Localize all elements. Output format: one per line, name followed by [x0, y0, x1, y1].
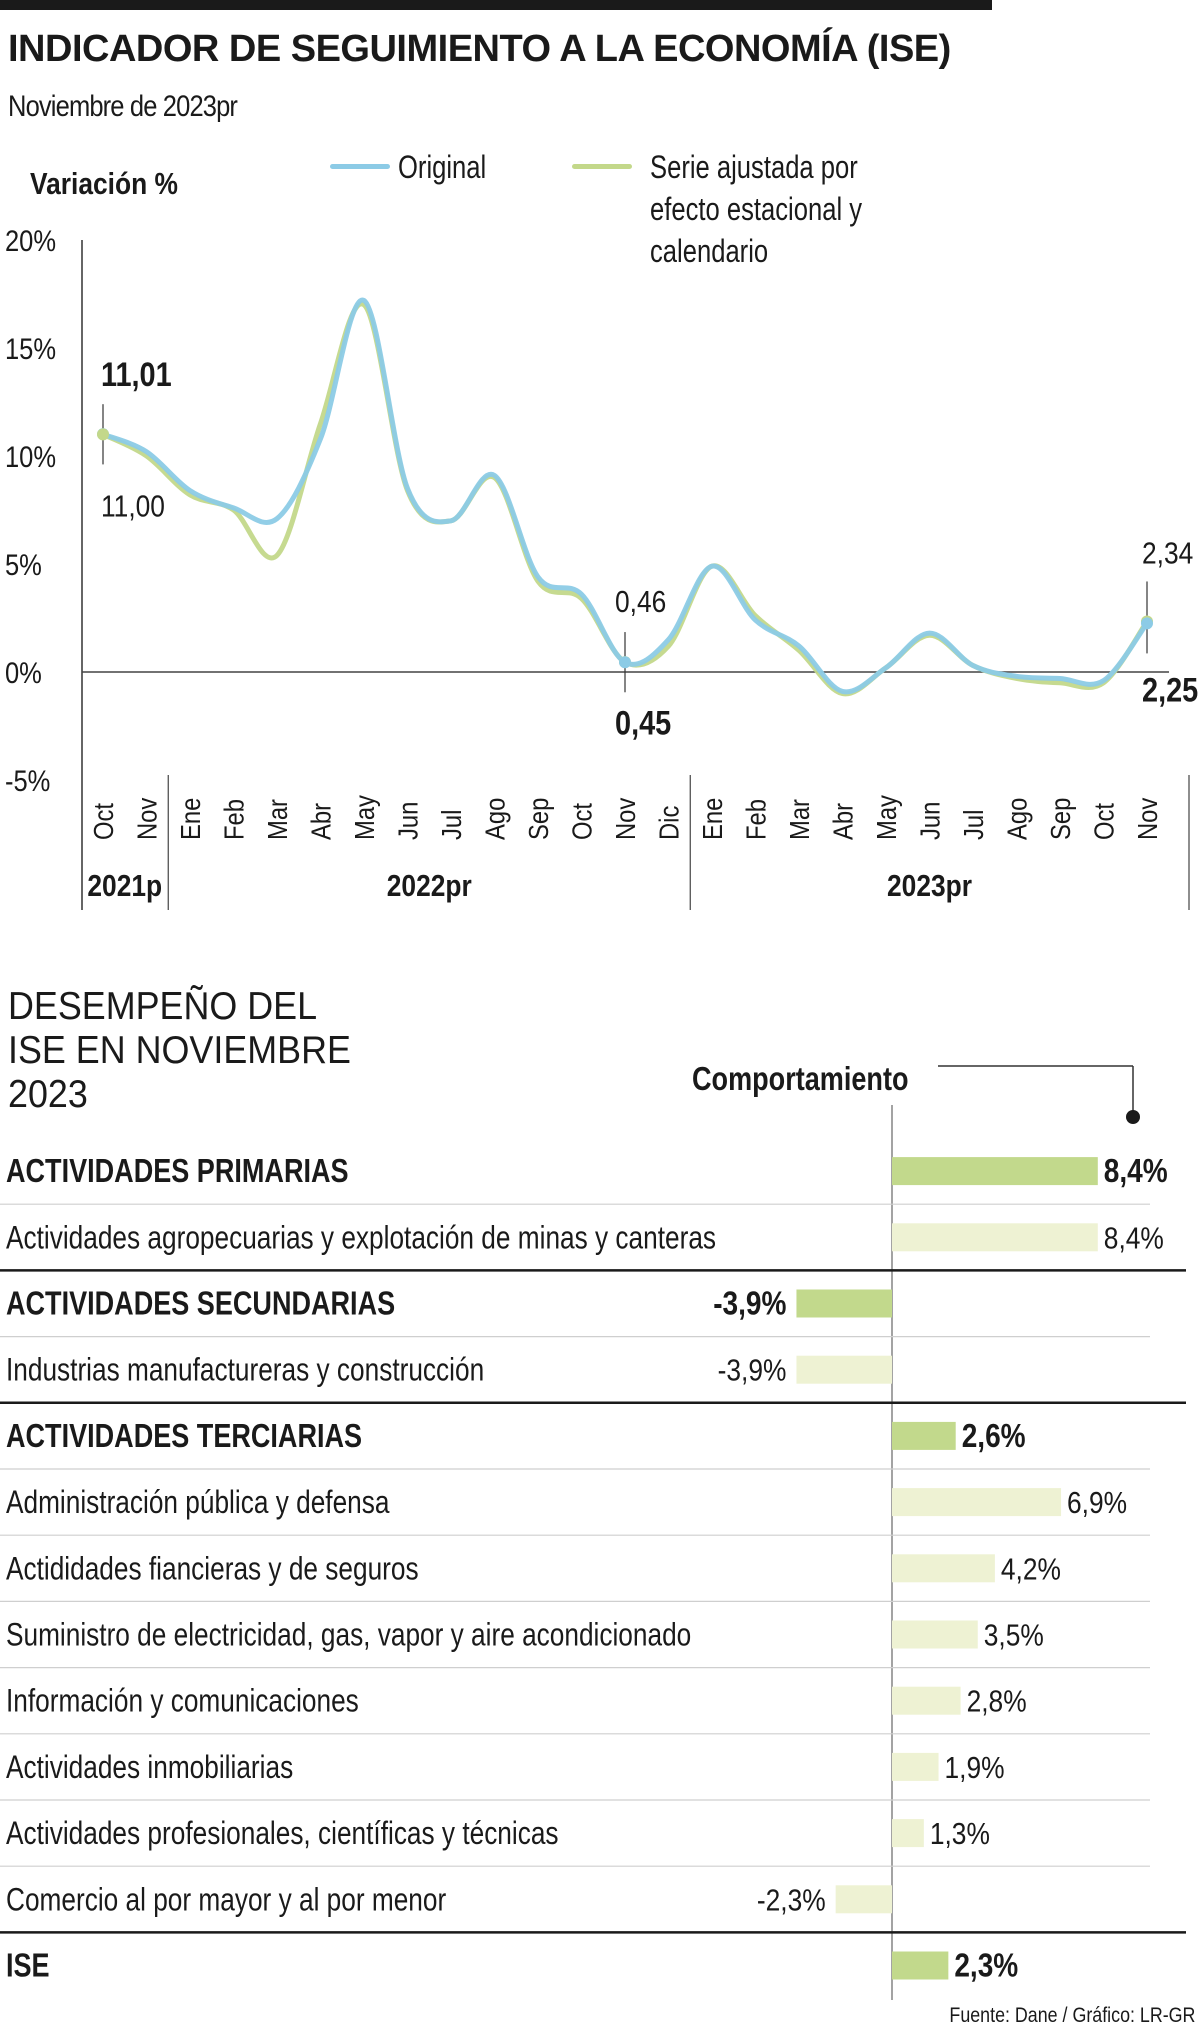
row-label: ACTIVIDADES SECUNDARIAS	[6, 1286, 395, 1322]
bar-value-label: 1,3%	[930, 1817, 990, 1851]
legend-original: Original	[398, 149, 487, 185]
annotation-dot	[97, 428, 109, 441]
y-tick-label: 15%	[5, 332, 56, 365]
x-tick-label: Jul	[957, 810, 989, 840]
x-tick-label: Ago	[479, 798, 511, 840]
header-dot	[1126, 1110, 1140, 1124]
x-tick-label: Abr	[305, 803, 337, 840]
annotation-label: 0,45	[615, 703, 671, 742]
bar-value-label: -3,9%	[713, 1285, 786, 1322]
bar-value-label: 8,4%	[1104, 1153, 1168, 1190]
annotation-label: 11,01	[101, 355, 172, 394]
row-label: Actividades agropecuarias y explotación …	[6, 1221, 716, 1256]
bar-value-label: 2,3%	[954, 1947, 1018, 1984]
bar	[892, 1223, 1098, 1252]
x-tick-label: Ene	[696, 798, 728, 840]
legend-swatch-original	[330, 164, 390, 169]
series-line-original	[100, 297, 1150, 695]
y-tick-label: 20%	[5, 224, 56, 257]
year-group-label: 2022pr	[387, 869, 472, 903]
x-tick-label: Jun	[914, 802, 946, 840]
y-tick-label: 5%	[5, 548, 42, 581]
annotation-dot	[1141, 617, 1153, 630]
x-tick-label: Abr	[827, 803, 859, 840]
x-tick-label: Nov	[131, 798, 163, 840]
x-tick-label: May	[348, 795, 380, 840]
annotation-label: 11,00	[101, 489, 165, 523]
bar	[835, 1885, 892, 1914]
x-tick-label: Feb	[218, 799, 250, 840]
row-label: Suministro de electricidad, gas, vapor y…	[6, 1618, 691, 1653]
line-chart: 20% 15% 10% 5% 0% -5% Oct Nov Ene Feb Mar Abr May Jun…	[5, 224, 1198, 910]
x-tick-label: Mar	[261, 799, 293, 840]
row-label: ISE	[6, 1948, 50, 1984]
bar	[892, 1951, 949, 1980]
row-label: Actididades fiancieras y de seguros	[6, 1552, 419, 1587]
y-axis-label: Variación %	[30, 166, 178, 201]
annotation-label: 2,34	[1142, 537, 1193, 571]
row-label: Industrias manufactureras y construcción	[6, 1353, 484, 1388]
year-group-label: 2021p	[87, 869, 162, 903]
row-label: Actividades inmobiliarias	[6, 1751, 293, 1786]
bar	[796, 1355, 892, 1384]
x-tick-label: Sep	[522, 798, 554, 840]
year-group-label: 2023pr	[887, 869, 972, 903]
comportamiento-header: Comportamiento	[692, 1060, 909, 1097]
row-label: ACTIVIDADES PRIMARIAS	[6, 1154, 349, 1190]
x-tick-label: Mar	[783, 799, 815, 840]
bar	[892, 1157, 1098, 1186]
x-tick-label: Nov	[1131, 798, 1163, 840]
bar-value-label: 6,9%	[1067, 1486, 1127, 1520]
x-tick-label: Jun	[392, 802, 424, 840]
bar	[892, 1620, 978, 1649]
x-tick-label: May	[870, 795, 902, 840]
bar-value-label: 4,2%	[1001, 1552, 1061, 1586]
x-tick-label: Ene	[174, 798, 206, 840]
annotation-label: 0,46	[615, 585, 666, 619]
x-tick-label: Nov	[609, 798, 641, 840]
legend-swatch-adjusted	[572, 164, 632, 169]
row-label: Comercio al por mayor y al por menor	[6, 1883, 446, 1918]
bar	[892, 1686, 961, 1715]
source-note: Fuente: Dane / Gráfico: LR-GR	[948, 2004, 1195, 2027]
bar	[892, 1488, 1062, 1517]
bar-chart: ACTIVIDADES PRIMARIAS 8,4% Actividades agr…	[0, 1065, 1186, 2000]
bar-value-label: 8,4%	[1104, 1221, 1164, 1255]
x-tick-label: Oct	[87, 802, 119, 840]
x-tick-label: Oct	[1088, 802, 1120, 840]
bar	[892, 1554, 995, 1583]
bar	[892, 1819, 924, 1848]
bar	[892, 1421, 956, 1450]
bar-value-label: -3,9%	[718, 1354, 787, 1388]
bar-value-label: -2,3%	[757, 1883, 826, 1917]
row-label: Actividades profesionales, científicas y…	[6, 1817, 559, 1852]
row-label: Información y comunicaciones	[6, 1684, 359, 1719]
annotation-label: 2,25	[1142, 670, 1198, 709]
bar	[796, 1289, 892, 1318]
section-title: DESEMPEÑO DEL ISE EN NOVIEMBRE 2023	[8, 985, 351, 1116]
x-tick-label: Feb	[740, 799, 772, 840]
legend-adjusted: Serie ajustada por efecto estacional y c…	[650, 149, 863, 269]
top-rule	[0, 0, 992, 10]
bar-value-label: 2,6%	[962, 1418, 1026, 1455]
x-tick-label: Sep	[1044, 798, 1076, 840]
x-tick-label: Jul	[435, 810, 467, 840]
row-label: Administración pública y defensa	[6, 1486, 390, 1521]
bar	[892, 1752, 939, 1781]
page-subtitle: Noviembre de 2023pr	[8, 90, 238, 123]
bar-value-label: 1,9%	[945, 1751, 1005, 1785]
y-tick-label: -5%	[5, 764, 50, 797]
y-tick-label: 0%	[5, 656, 42, 689]
page-title: INDICADOR DE SEGUIMIENTO A LA ECONOMÍA (…	[8, 28, 951, 70]
y-tick-label: 10%	[5, 440, 56, 473]
annotation-dot	[619, 656, 631, 669]
bar-value-label: 3,5%	[984, 1619, 1044, 1653]
x-tick-label: Ago	[1001, 798, 1033, 840]
x-tick-label: Dic	[653, 806, 685, 840]
x-tick-label: Oct	[566, 802, 598, 840]
row-label: ACTIVIDADES TERCIARIAS	[6, 1418, 362, 1454]
bar-value-label: 2,8%	[967, 1685, 1027, 1719]
